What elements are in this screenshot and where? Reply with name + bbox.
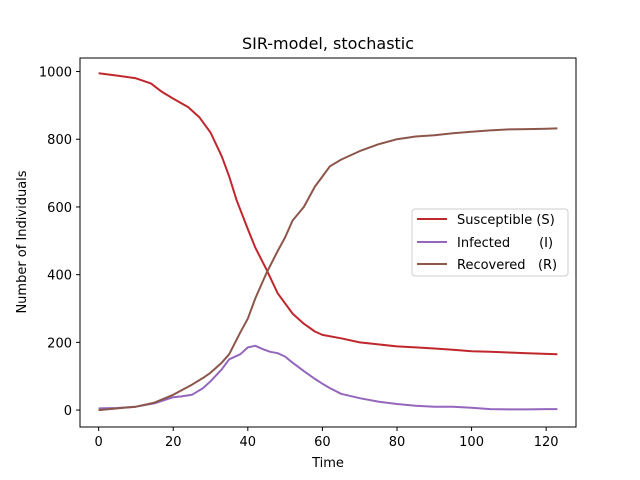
y-tick-label: 0 bbox=[64, 404, 72, 419]
legend: Susceptible (S) Infected (I) Recovered (… bbox=[411, 208, 569, 277]
x-tick-label: 100 bbox=[459, 435, 484, 450]
y-tick-label: 600 bbox=[47, 201, 72, 216]
y-tick-label: 400 bbox=[47, 269, 72, 284]
y-tick-label: 200 bbox=[47, 336, 72, 351]
series-line-infected bbox=[98, 344, 558, 411]
x-tick-label: 0 bbox=[95, 435, 103, 450]
legend-label-recovered: Recovered (R) bbox=[457, 258, 557, 273]
x-tick-label: 60 bbox=[314, 435, 331, 450]
y-axis-ticks: 0 200 400 600 800 1000 bbox=[39, 66, 80, 419]
x-tick-label: 40 bbox=[240, 435, 257, 450]
x-axis-ticks: 0 20 40 60 80 100 120 bbox=[95, 427, 559, 450]
x-tick-label: 80 bbox=[389, 435, 406, 450]
legend-box bbox=[411, 208, 569, 277]
plot-frame bbox=[79, 57, 577, 428]
x-tick-label: 120 bbox=[534, 435, 559, 450]
x-tick-label: 20 bbox=[165, 435, 182, 450]
y-tick-label: 1000 bbox=[39, 66, 72, 81]
series-line-recovered bbox=[98, 127, 558, 412]
y-tick-label: 800 bbox=[47, 133, 72, 148]
x-axis-label: Time bbox=[311, 456, 344, 471]
chart-title: SIR-model, stochastic bbox=[242, 34, 414, 53]
legend-label-infected: Infected (I) bbox=[457, 236, 553, 251]
y-axis-label: Number of Individuals bbox=[15, 170, 30, 313]
series-line-susceptible bbox=[98, 72, 558, 356]
legend-label-susceptible: Susceptible (S) bbox=[457, 213, 555, 228]
plot-lines bbox=[98, 72, 558, 412]
